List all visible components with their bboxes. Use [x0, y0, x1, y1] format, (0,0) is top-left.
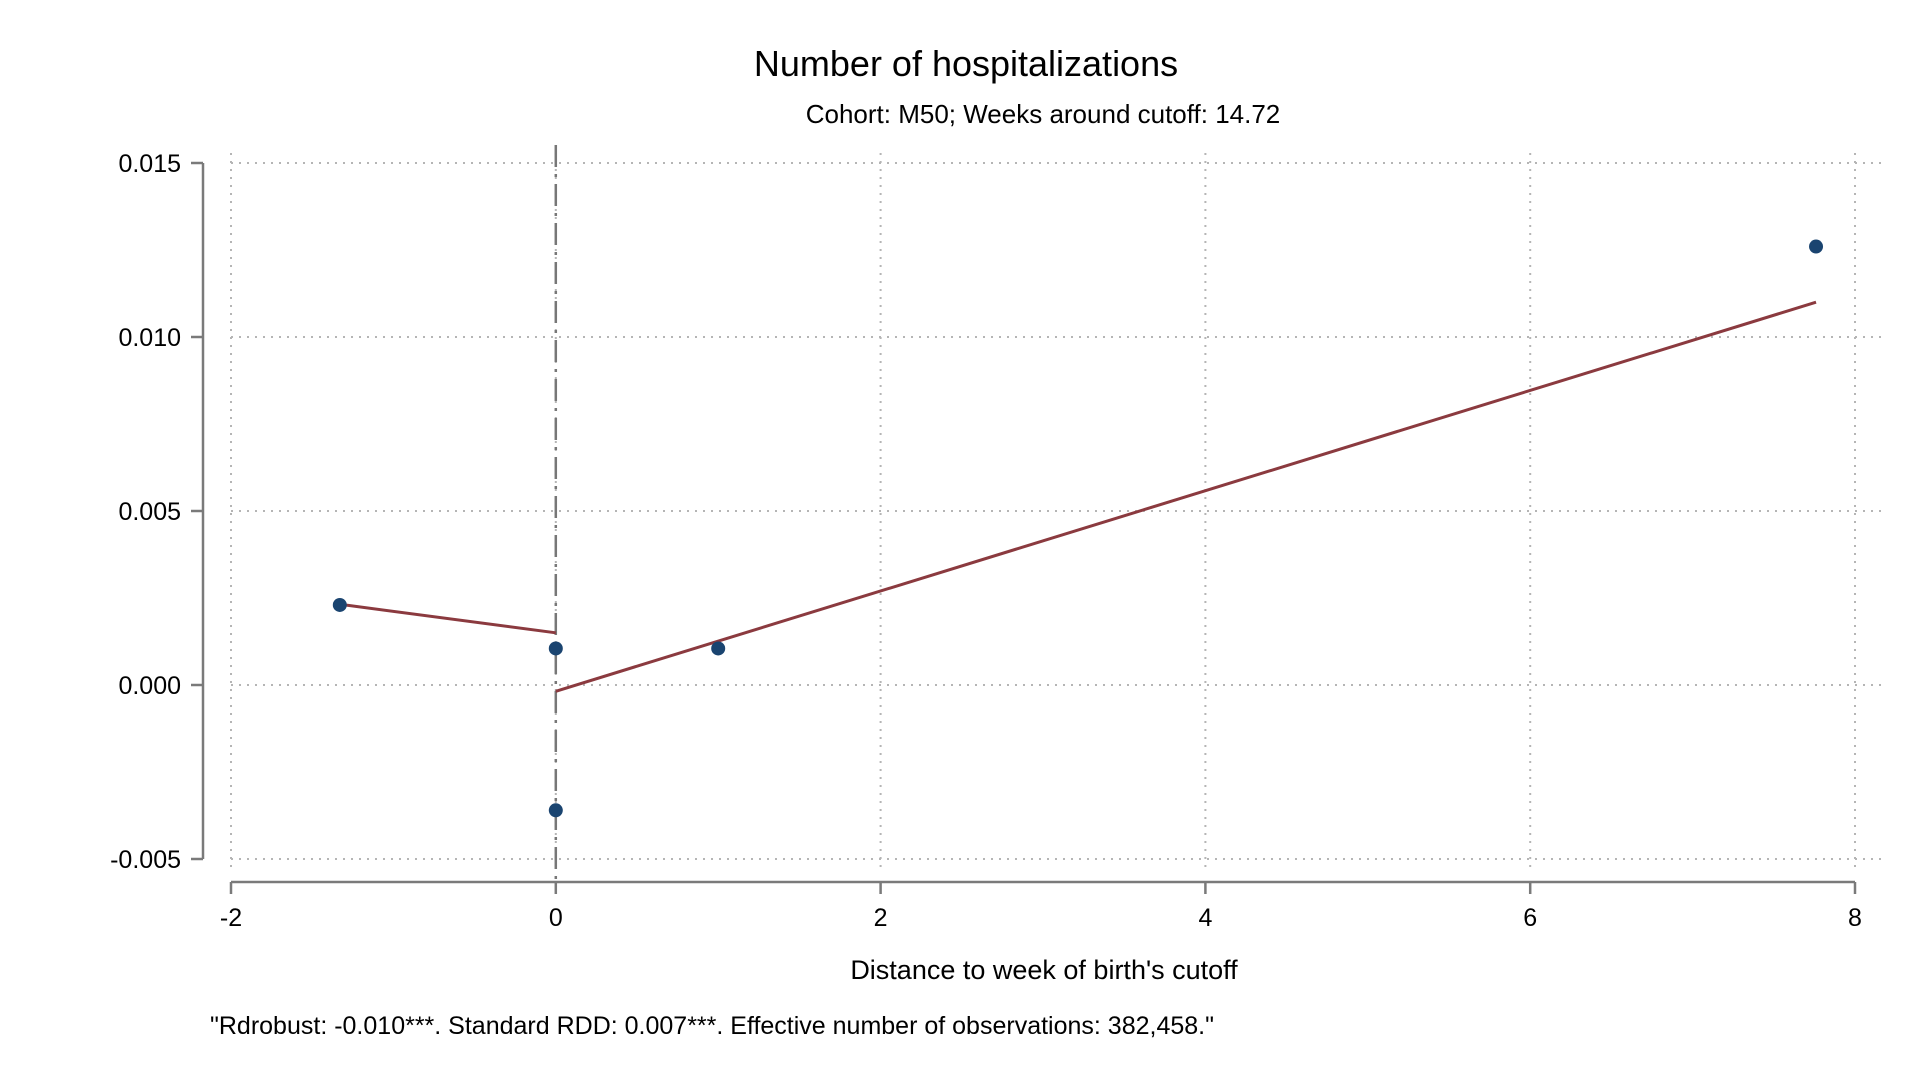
y-tick-label: -0.005 — [110, 846, 181, 874]
y-tick-label: 0.010 — [118, 324, 181, 352]
y-tick-label: 0.005 — [118, 498, 181, 526]
x-tick-label: 2 — [874, 904, 888, 932]
x-tick-label: 6 — [1523, 904, 1537, 932]
fit-line-left — [339, 602, 556, 635]
chart-title: Number of hospitalizations — [754, 43, 1178, 84]
x-tick-label: 8 — [1848, 904, 1862, 932]
data-point — [548, 803, 563, 818]
x-tick-label: 4 — [1198, 904, 1212, 932]
y-tick-label: 0.015 — [118, 150, 181, 178]
data-point — [548, 641, 563, 656]
data-point — [1809, 239, 1824, 254]
chart-note: "Rdrobust: -0.010***. Standard RDD: 0.00… — [210, 1012, 1214, 1040]
data-points — [332, 239, 1824, 818]
chart-subtitle: Cohort: M50; Weeks around cutoff: 14.72 — [806, 99, 1281, 129]
data-point — [711, 641, 726, 656]
axes — [191, 161, 1857, 894]
fit-line-right — [555, 300, 1817, 693]
x-axis-title: Distance to week of birth's cutoff — [850, 955, 1238, 985]
x-tick-label: 0 — [549, 904, 563, 932]
fit-lines — [339, 300, 1817, 693]
y-tick-label: 0.000 — [118, 672, 181, 700]
x-tick-label: -2 — [220, 904, 242, 932]
tick-labels: -0.005 0.000 0.005 0.010 0.015 -2 0 2 4 6 8 — [110, 150, 1862, 932]
data-point — [332, 597, 347, 612]
